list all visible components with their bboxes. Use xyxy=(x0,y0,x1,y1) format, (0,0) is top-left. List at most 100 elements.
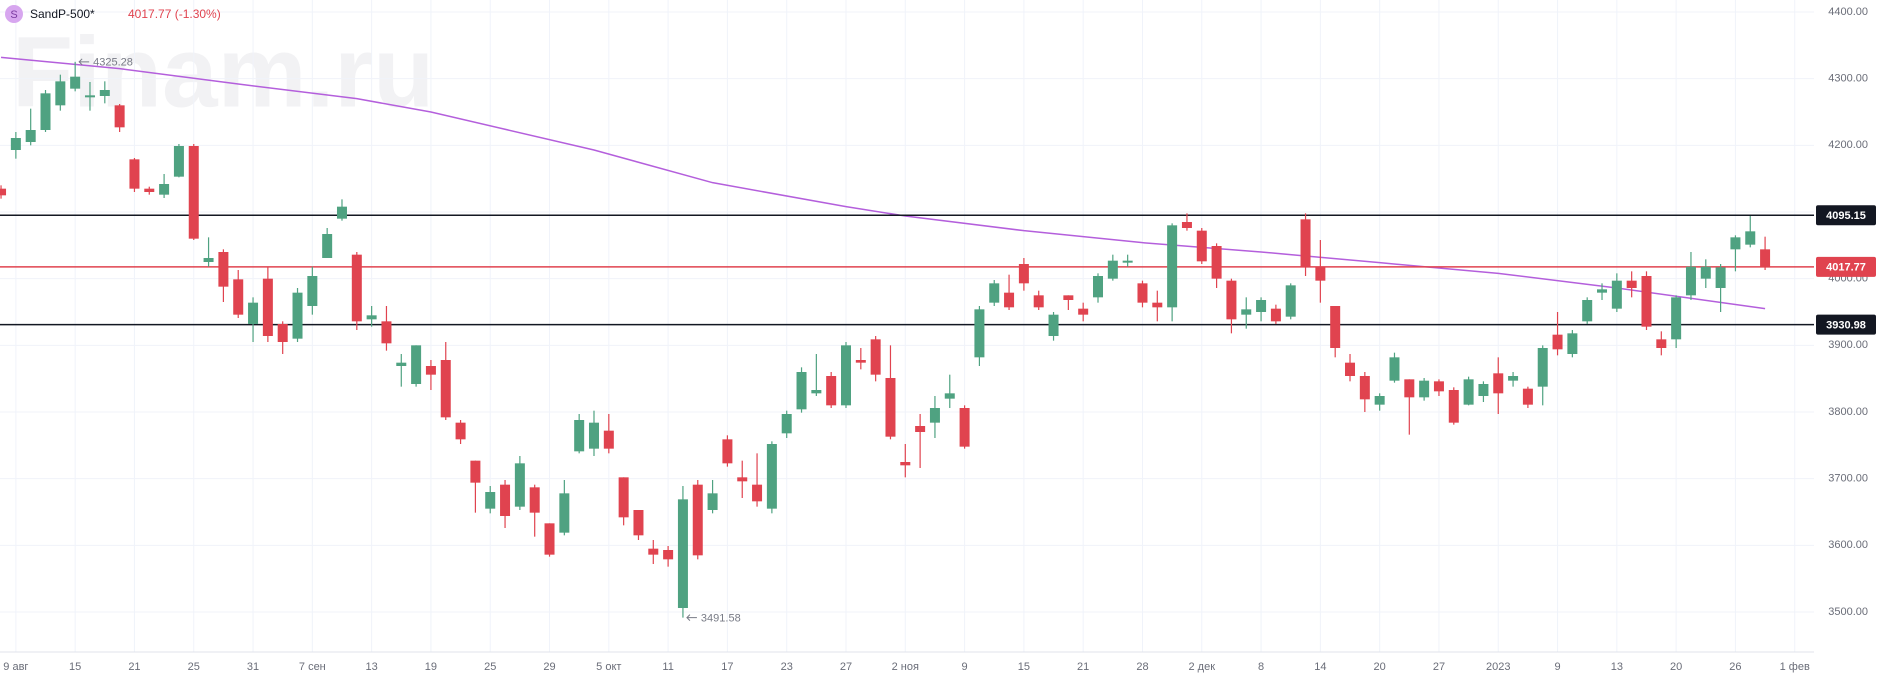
candle-body xyxy=(1359,376,1370,400)
x-tick-label: 11 xyxy=(662,661,673,673)
candle-body xyxy=(1685,266,1696,296)
candle-body xyxy=(84,95,95,98)
candle-body xyxy=(1270,308,1281,322)
candle-body xyxy=(1522,388,1533,405)
candle-body xyxy=(1552,334,1563,350)
candle-body xyxy=(1152,302,1163,308)
candle-body xyxy=(1137,283,1148,303)
candle-body xyxy=(870,339,881,375)
candle-body xyxy=(1389,357,1400,381)
candle-body xyxy=(1745,231,1756,245)
candle-body xyxy=(203,258,214,262)
candle-body xyxy=(663,550,674,560)
candle-body xyxy=(336,206,347,219)
annotation: 4325.28 xyxy=(93,57,133,69)
candle-body xyxy=(707,493,718,510)
candle-body xyxy=(752,484,763,502)
candle-body xyxy=(396,362,407,366)
candle-body xyxy=(1656,339,1667,348)
candle-body xyxy=(1478,384,1489,396)
x-tick-label: 21 xyxy=(128,661,140,673)
candle-body xyxy=(173,146,184,177)
candle-body xyxy=(1671,297,1682,340)
candle-body xyxy=(737,477,748,482)
candle-body xyxy=(1537,348,1548,387)
candle-body xyxy=(1315,266,1326,281)
candle-body xyxy=(722,439,733,464)
candle-body xyxy=(1433,381,1444,392)
candle-body xyxy=(1285,285,1296,317)
candle-body xyxy=(885,378,896,437)
level-label: 3930.98 xyxy=(1826,320,1866,332)
candle-body xyxy=(944,393,955,399)
candle-body xyxy=(455,422,466,440)
candle-body xyxy=(411,345,422,384)
candle-body xyxy=(1597,289,1608,293)
candle-body xyxy=(425,366,436,375)
candle-body xyxy=(1093,276,1104,298)
symbol-icon xyxy=(5,5,23,23)
candle-body xyxy=(1419,380,1430,398)
candle-body xyxy=(1641,276,1652,327)
candle-body xyxy=(1196,230,1207,262)
candle-body xyxy=(811,390,822,394)
candle-body xyxy=(366,315,377,320)
y-tick-label: 4300.00 xyxy=(1828,73,1868,85)
candle-body xyxy=(1226,280,1237,320)
x-tick-label: 1 фев xyxy=(1780,661,1810,673)
candle-body xyxy=(633,510,644,536)
quote: 4017.77 (-1.30%) xyxy=(128,7,221,21)
candle-body xyxy=(588,422,599,449)
candle-body xyxy=(692,484,703,556)
y-tick-label: 4400.00 xyxy=(1828,6,1868,18)
candle-body xyxy=(915,426,926,432)
candle-body xyxy=(99,90,110,96)
candle-body xyxy=(796,372,807,410)
candle-body xyxy=(959,408,970,447)
annotation-arrow xyxy=(78,58,90,66)
candle-body xyxy=(1211,246,1222,279)
y-tick-label: 3500.00 xyxy=(1828,606,1868,618)
x-tick-label: 25 xyxy=(188,661,200,673)
candle-body xyxy=(574,420,585,452)
candle-body xyxy=(470,460,481,483)
candle-body xyxy=(989,283,1000,303)
candle-body xyxy=(1330,306,1341,348)
candle-body xyxy=(1715,267,1726,288)
x-tick-label: 13 xyxy=(1611,661,1623,673)
y-tick-label: 3600.00 xyxy=(1828,539,1868,551)
candle-body xyxy=(1018,264,1029,284)
candle-body xyxy=(1567,333,1578,354)
x-tick-label: 19 xyxy=(425,661,437,673)
candle-body xyxy=(1048,314,1059,336)
candle-body xyxy=(1374,396,1385,405)
x-tick-label: 9 xyxy=(962,661,968,673)
candle-body xyxy=(500,484,511,516)
x-tick-label: 26 xyxy=(1729,661,1741,673)
y-tick-label: 3700.00 xyxy=(1828,473,1868,485)
candle-body xyxy=(855,360,866,363)
annotation: 3491.58 xyxy=(701,613,741,625)
x-tick-label: 15 xyxy=(1018,661,1030,673)
candle-body xyxy=(1033,295,1044,308)
level-label: 4017.77 xyxy=(1826,262,1866,274)
candle-body xyxy=(322,234,333,258)
candle-body xyxy=(1508,376,1519,381)
candle-body xyxy=(292,292,303,339)
x-tick-label: 31 xyxy=(247,661,259,673)
candle-body xyxy=(826,376,837,406)
x-tick-label: 27 xyxy=(1433,661,1445,673)
candle-body xyxy=(1256,300,1267,312)
candle-body xyxy=(188,146,199,239)
x-tick-label: 5 окт xyxy=(596,661,621,673)
candle-body xyxy=(381,321,392,344)
candle-body xyxy=(1760,249,1771,267)
x-tick-label: 8 xyxy=(1258,661,1264,673)
x-tick-label: 21 xyxy=(1077,661,1089,673)
y-tick-label: 4200.00 xyxy=(1828,139,1868,151)
candle-body xyxy=(55,81,66,106)
candle-body xyxy=(485,492,496,509)
candle-body xyxy=(1345,362,1356,376)
x-tick-label: 15 xyxy=(69,661,81,673)
